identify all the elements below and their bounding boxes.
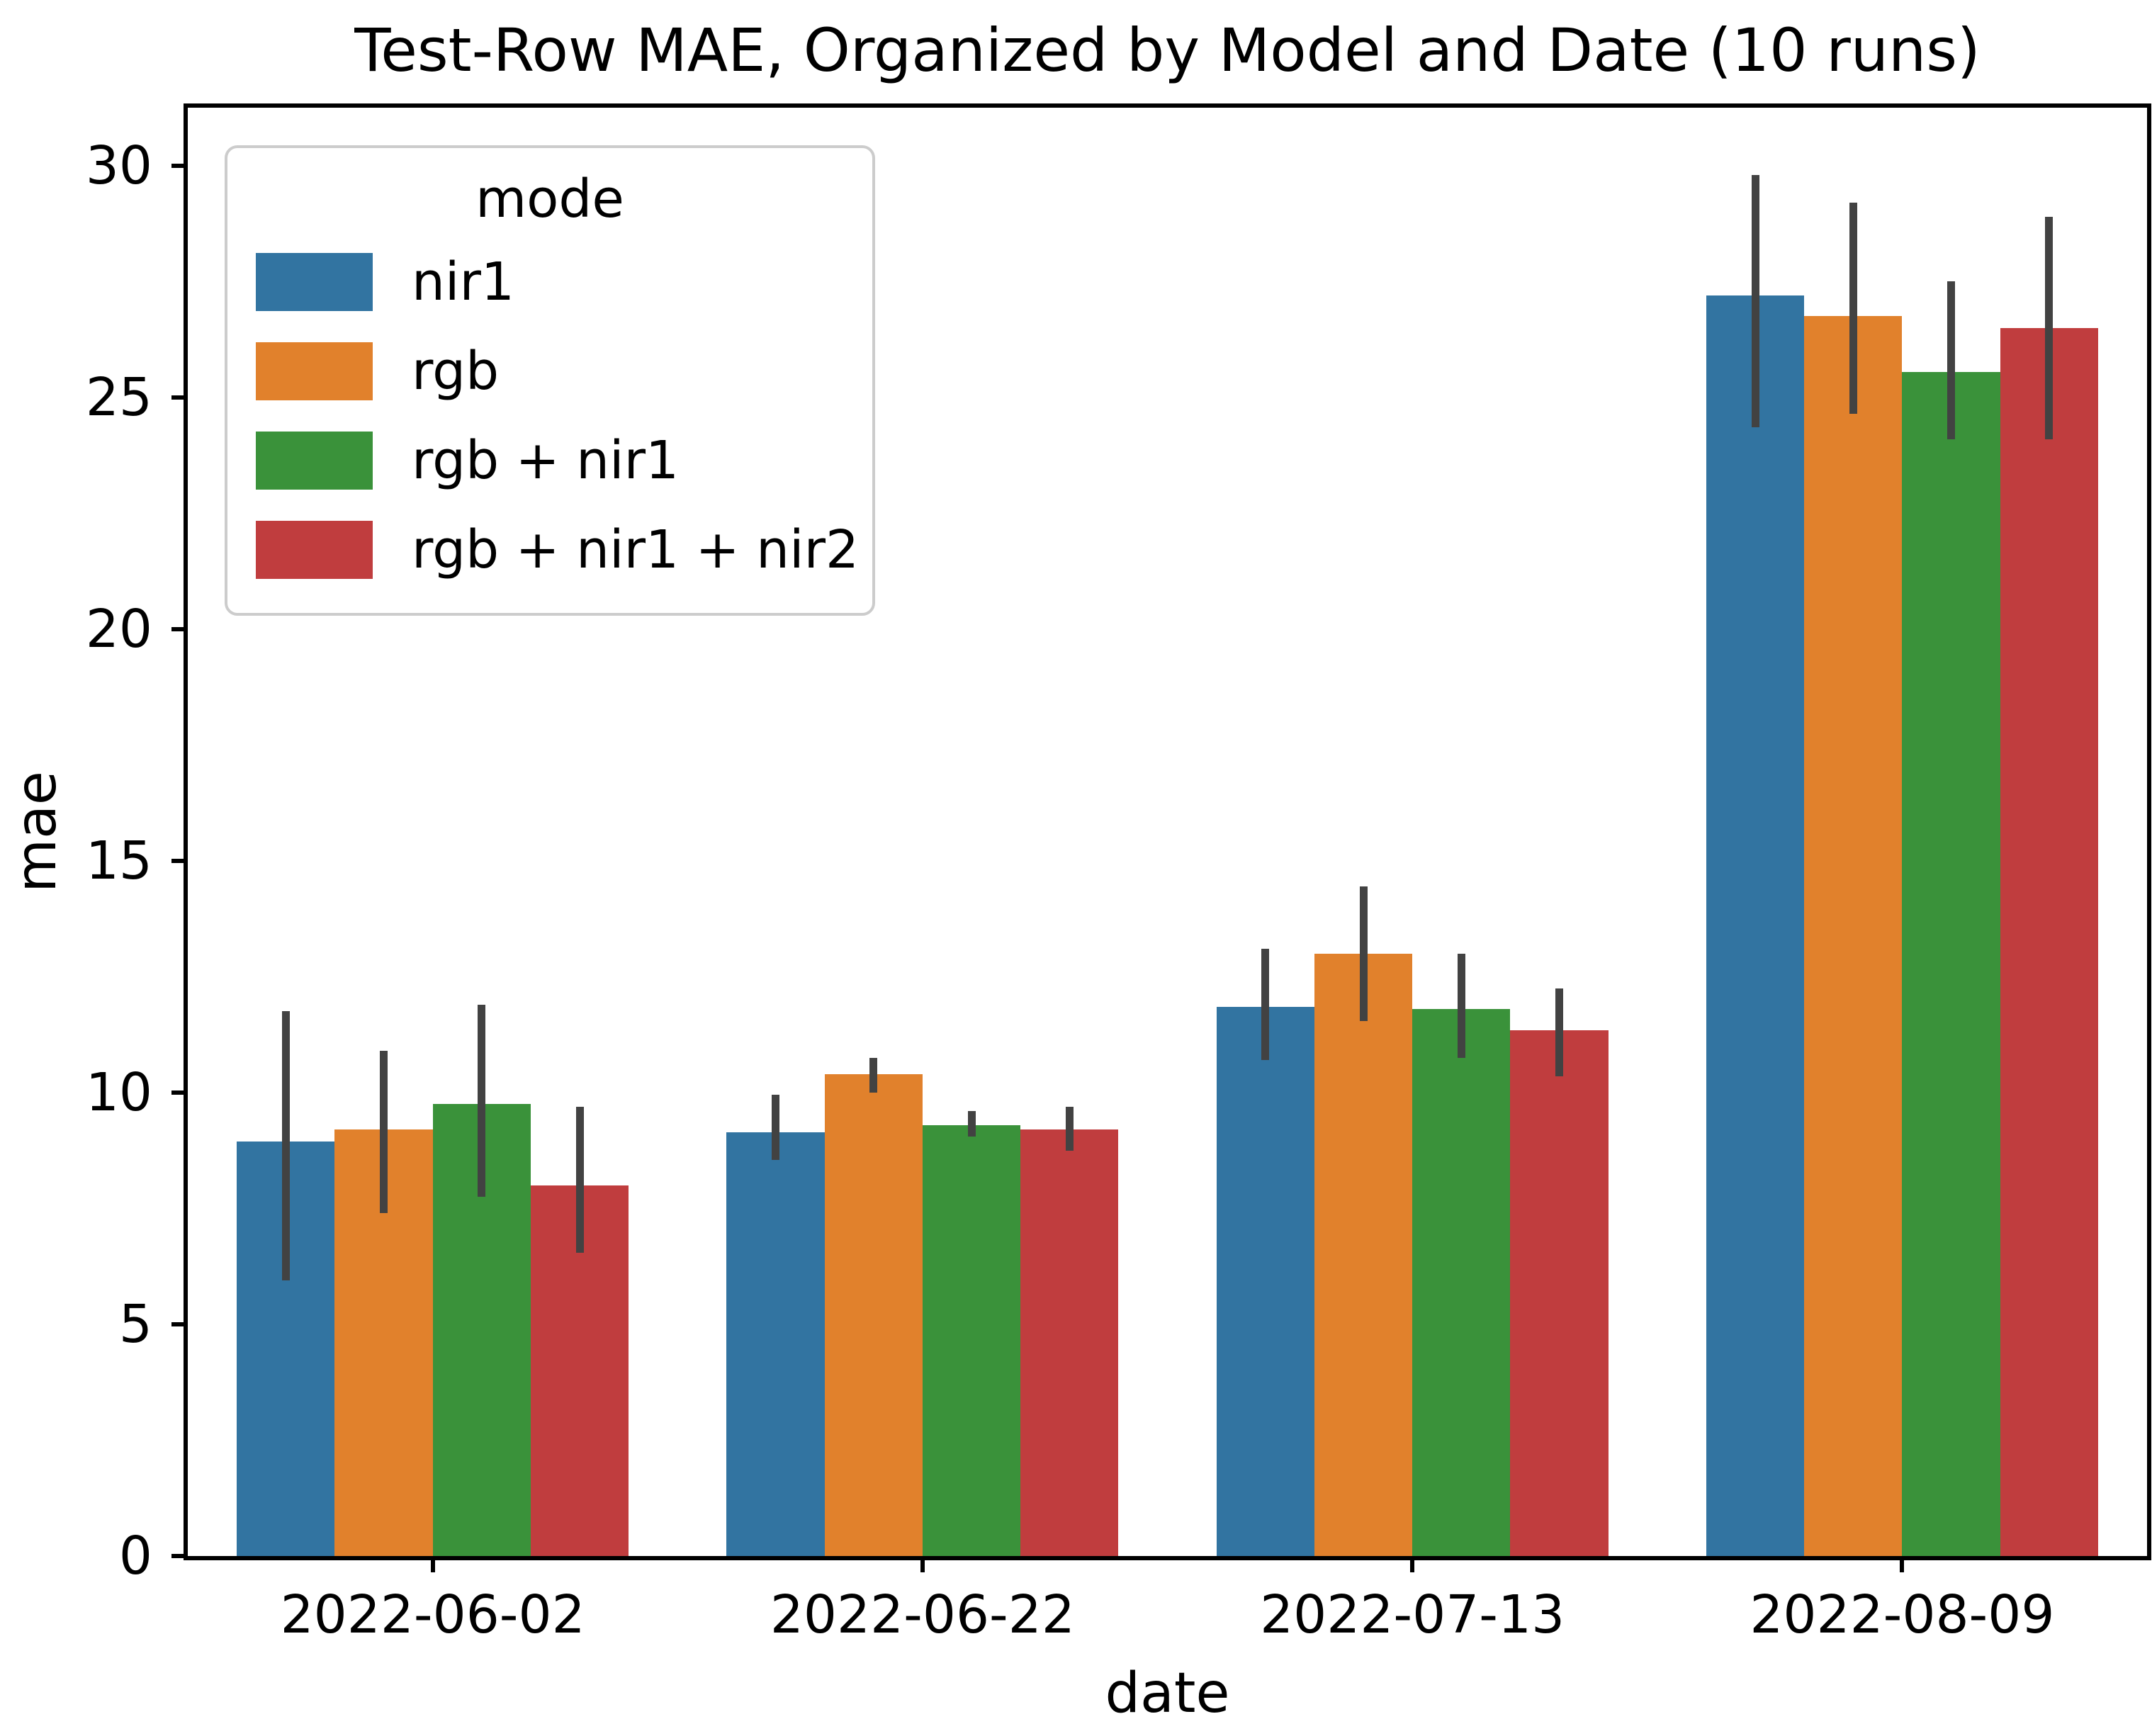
legend-swatch-icon	[256, 432, 373, 490]
bar-nir1-2022-06-22	[726, 1132, 825, 1556]
legend-swatch-icon	[256, 253, 373, 311]
x-tick-label: 2022-06-22	[770, 1584, 1075, 1645]
right-spine	[2147, 103, 2151, 1560]
bar-rgb-nir1-2022-08-09	[1902, 371, 2000, 1556]
bar-nir1-2022-08-09	[1706, 295, 1805, 1556]
x-axis-line	[184, 1556, 2151, 1560]
y-tick	[171, 858, 184, 863]
x-tick	[430, 1560, 435, 1572]
error-bar-rgb-nir1-nir2-2022-06-02	[575, 1106, 584, 1253]
bar-rgb-2022-07-13	[1314, 953, 1413, 1556]
error-bar-rgb-nir1-nir2-2022-06-22	[1065, 1106, 1074, 1151]
y-tick	[171, 626, 184, 631]
x-tick	[1410, 1560, 1415, 1572]
legend-swatch-icon	[256, 521, 373, 579]
bar-rgb-nir1-nir2-2022-08-09	[2000, 327, 2098, 1556]
error-bar-nir1-2022-07-13	[1261, 949, 1270, 1061]
error-bar-nir1-2022-08-09	[1751, 174, 1759, 428]
bar-rgb-2022-06-22	[824, 1073, 923, 1556]
error-bar-rgb-nir1-nir2-2022-08-09	[2045, 216, 2054, 439]
y-axis-label: mae	[5, 771, 69, 893]
legend-box: mode nir1 rgb rgb + nir1 rgb + nir1 + nir2	[225, 145, 875, 616]
legend-item-label: rgb	[412, 341, 500, 402]
y-tick-label: 20	[85, 598, 152, 660]
error-bar-rgb-2022-06-22	[869, 1057, 878, 1093]
x-tick-label: 2022-06-02	[280, 1584, 585, 1645]
legend-item-label: nir1	[412, 252, 514, 312]
legend-item-rgb-nir1: rgb + nir1	[256, 416, 844, 505]
error-bar-rgb-nir1-2022-06-22	[967, 1111, 976, 1137]
y-tick	[171, 1090, 184, 1095]
y-tick-label: 5	[118, 1293, 152, 1355]
legend-item-rgb-nir1-nir2: rgb + nir1 + nir2	[256, 505, 859, 594]
y-tick-label: 15	[85, 830, 152, 891]
legend-item-label: rgb + nir1 + nir2	[412, 519, 860, 580]
error-bar-nir1-2022-06-02	[281, 1011, 290, 1280]
bar-rgb-nir1-2022-06-22	[922, 1125, 1021, 1556]
error-bar-rgb-nir1-2022-08-09	[1947, 281, 1955, 439]
bar-rgb-nir1-nir2-2022-07-13	[1510, 1030, 1609, 1556]
plot-area: 0 5 10 15 20 25 30 2022-06-02 2022-06-22 2022-07-…	[86, 103, 2151, 1645]
x-tick	[920, 1560, 925, 1572]
y-tick	[171, 163, 184, 168]
chart-title: Test-Row MAE, Organized by Model and Dat…	[354, 16, 1981, 85]
error-bar-rgb-2022-06-02	[380, 1051, 388, 1213]
error-bar-rgb-nir1-nir2-2022-07-13	[1555, 988, 1563, 1077]
error-bar-rgb-2022-07-13	[1359, 886, 1368, 1021]
x-axis-label: date	[1105, 1662, 1230, 1725]
bar-rgb-2022-08-09	[1804, 316, 1903, 1556]
x-tick-label: 2022-07-13	[1260, 1584, 1565, 1645]
y-tick-label: 25	[85, 366, 152, 428]
legend-item-nir1: nir1	[256, 237, 844, 327]
error-bar-nir1-2022-06-22	[772, 1095, 779, 1160]
bar-rgb-nir1-nir2-2022-06-22	[1020, 1129, 1119, 1556]
y-tick	[171, 1321, 184, 1326]
bar-nir1-2022-07-13	[1216, 1006, 1314, 1556]
error-bar-rgb-nir1-2022-06-02	[478, 1004, 486, 1197]
legend-item-rgb: rgb	[256, 327, 844, 416]
error-bar-rgb-2022-08-09	[1849, 203, 1857, 414]
legend-item-label: rgb + nir1	[412, 430, 680, 491]
y-tick	[171, 395, 184, 400]
error-bar-rgb-nir1-2022-07-13	[1457, 953, 1465, 1058]
y-tick-label: 30	[85, 135, 152, 196]
y-tick	[171, 1554, 184, 1558]
y-tick-label: 0	[118, 1526, 152, 1586]
legend-title: mode	[475, 169, 624, 230]
legend-swatch-icon	[256, 342, 373, 400]
top-spine	[184, 103, 2151, 108]
y-tick-label: 10	[85, 1061, 152, 1123]
x-tick	[1900, 1560, 1905, 1572]
x-tick-label: 2022-08-09	[1750, 1584, 2055, 1645]
bar-rgb-nir1-2022-07-13	[1412, 1009, 1511, 1556]
left-spine	[184, 103, 188, 1560]
